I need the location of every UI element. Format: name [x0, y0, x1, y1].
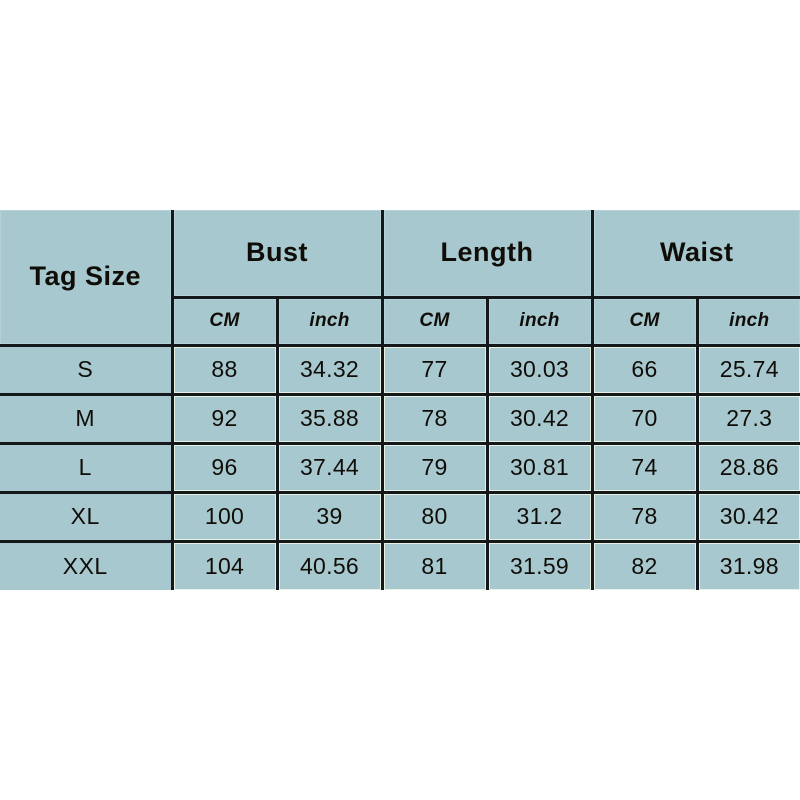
cell-length-inch: 30.42 — [485, 392, 594, 445]
cell-bust-cm: 100 — [170, 490, 279, 543]
cell-length-inch: 31.2 — [485, 490, 594, 543]
cell-bust-cm: 104 — [170, 539, 279, 590]
cell-tag-size: XL — [0, 490, 174, 543]
cell-tag-size: XXL — [0, 539, 174, 590]
column-header-bust: Bust — [170, 210, 384, 299]
table-row: XL 100 39 80 31.2 78 30.42 — [0, 490, 800, 543]
cell-bust-cm: 92 — [170, 392, 279, 445]
table-row: XXL 104 40.56 81 31.59 82 31.98 — [0, 539, 800, 590]
column-header-waist-inch: inch — [695, 295, 800, 347]
column-header-tag-size: Tag Size — [0, 210, 174, 347]
cell-waist-cm: 70 — [590, 392, 699, 445]
size-chart-container: Tag Size Bust Length Waist CM inch CM in… — [0, 210, 800, 590]
cell-length-inch: 30.03 — [485, 343, 594, 396]
column-header-length: Length — [380, 210, 594, 299]
cell-bust-inch: 35.88 — [275, 392, 384, 445]
cell-length-inch: 30.81 — [485, 441, 594, 494]
table-row: L 96 37.44 79 30.81 74 28.86 — [0, 441, 800, 494]
cell-bust-inch: 37.44 — [275, 441, 384, 494]
table-header-row-groups: Tag Size Bust Length Waist — [0, 210, 800, 347]
cell-tag-size: S — [0, 343, 174, 396]
cell-waist-inch: 27.3 — [695, 392, 800, 445]
cell-waist-cm: 74 — [590, 441, 699, 494]
column-header-length-inch: inch — [485, 295, 594, 347]
size-chart-table: Tag Size Bust Length Waist CM inch CM in… — [0, 210, 800, 590]
table-row: M 92 35.88 78 30.42 70 27.3 — [0, 392, 800, 445]
cell-waist-cm: 82 — [590, 539, 699, 590]
cell-length-cm: 78 — [380, 392, 489, 445]
column-header-length-cm: CM — [380, 295, 489, 347]
column-header-waist-cm: CM — [590, 295, 699, 347]
cell-length-cm: 77 — [380, 343, 489, 396]
column-header-bust-cm: CM — [172, 295, 279, 347]
table-header-row-units: CM inch CM inch CM inch — [0, 295, 800, 347]
cell-length-cm: 79 — [380, 441, 489, 494]
cell-bust-inch: 39 — [275, 490, 384, 543]
cell-waist-inch: 31.98 — [695, 539, 800, 590]
column-header-bust-inch: inch — [275, 295, 384, 347]
table-row: S 88 34.32 77 30.03 66 25.74 — [0, 343, 800, 396]
cell-tag-size: M — [0, 392, 174, 445]
cell-waist-inch: 25.74 — [695, 343, 800, 396]
cell-tag-size: L — [0, 441, 174, 494]
cell-length-cm: 80 — [380, 490, 489, 543]
cell-bust-inch: 40.56 — [275, 539, 384, 590]
cell-waist-cm: 66 — [590, 343, 699, 396]
cell-waist-inch: 28.86 — [695, 441, 800, 494]
cell-bust-inch: 34.32 — [275, 343, 384, 396]
column-header-waist: Waist — [590, 210, 800, 299]
cell-waist-cm: 78 — [590, 490, 699, 543]
cell-length-cm: 81 — [380, 539, 489, 590]
cell-bust-cm: 96 — [170, 441, 279, 494]
cell-waist-inch: 30.42 — [695, 490, 800, 543]
cell-length-inch: 31.59 — [485, 539, 594, 590]
cell-bust-cm: 88 — [170, 343, 279, 396]
